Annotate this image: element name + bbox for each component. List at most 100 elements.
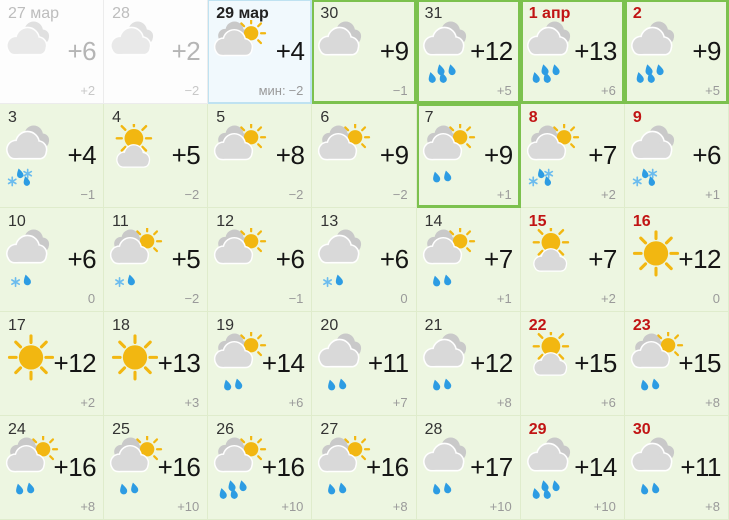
- day-max-temp: +14: [574, 452, 617, 482]
- cloudy-icon: [2, 20, 60, 84]
- day-cell-4[interactable]: 30 +9 −1: [312, 0, 417, 104]
- min-value: −2: [288, 83, 304, 98]
- day-date: 31: [424, 5, 443, 22]
- min-value: +7: [392, 395, 408, 410]
- day-date: 24: [8, 421, 26, 438]
- day-min-temp: −2: [184, 291, 199, 306]
- day-cell-32[interactable]: 27 +16 +8: [312, 416, 417, 520]
- day-date: 27 мар: [8, 5, 60, 22]
- day-max-temp: +2: [171, 36, 201, 66]
- day-max-temp: +15: [678, 348, 721, 378]
- day-cell-13[interactable]: 8 +7 +2: [520, 104, 625, 208]
- day-date: 28: [112, 5, 130, 22]
- day-max-temp: +16: [365, 452, 409, 482]
- cloudy-rain-4-icon: [627, 20, 685, 84]
- day-cell-2[interactable]: 28 +2 −2: [104, 0, 209, 104]
- day-date: 18: [112, 317, 130, 334]
- day-max-temp: +7: [588, 244, 617, 274]
- min-value: +2: [601, 187, 616, 202]
- day-cell-29[interactable]: 24 +16 +8: [0, 416, 105, 520]
- day-min-temp: +10: [594, 499, 616, 514]
- partly-cloudy-rain-2-icon: [106, 434, 164, 500]
- day-min-temp: −1: [289, 291, 304, 306]
- day-cell-10[interactable]: 5 +8 −2: [208, 104, 313, 208]
- day-cell-3[interactable]: 29 мар +4 мин: −2: [208, 0, 313, 104]
- day-cell-14[interactable]: 9 +6 +1: [624, 104, 729, 208]
- day-date: 7: [424, 109, 434, 126]
- partly-cloudy-rain-2-icon: [419, 122, 477, 188]
- day-cell-30[interactable]: 25 +16 +10: [104, 416, 209, 520]
- day-cell-26[interactable]: 21 +12 +8: [416, 312, 521, 416]
- day-cell-27[interactable]: 22 +15 +6: [520, 312, 625, 416]
- mostly-sunny-icon: [106, 120, 164, 188]
- day-cell-35[interactable]: 30 +11 +8: [624, 416, 729, 520]
- day-cell-33[interactable]: 28 +17 +10: [416, 416, 521, 520]
- day-cell-28[interactable]: 23 +15 +8: [624, 312, 729, 416]
- day-date: 11: [112, 213, 129, 230]
- sunny-icon: [627, 228, 685, 292]
- day-cell-21[interactable]: 16 +12 0: [624, 208, 729, 312]
- day-min-temp: +1: [705, 187, 720, 202]
- day-cell-15[interactable]: 10 +6 0: [0, 208, 105, 312]
- day-max-temp: +5: [171, 244, 201, 274]
- day-date: 9: [632, 109, 642, 126]
- day-cell-19[interactable]: 14 +7 +1: [416, 208, 521, 312]
- cloudy-rain-4-icon: [523, 436, 581, 500]
- day-cell-1[interactable]: 27 мар +6 +2: [0, 0, 105, 104]
- cloudy-sleet-2-icon: [2, 228, 60, 292]
- partly-cloudy-sleet-2-icon: [106, 226, 164, 292]
- day-cell-34[interactable]: 29 +14 +10: [520, 416, 625, 520]
- day-max-temp: +16: [53, 452, 97, 482]
- day-cell-11[interactable]: 6 +9 −2: [312, 104, 417, 208]
- day-min-temp: +8: [705, 499, 720, 514]
- day-min-temp: +8: [497, 395, 512, 410]
- day-cell-12[interactable]: 7 +9 +1: [416, 104, 521, 208]
- day-min-temp: +8: [705, 395, 720, 410]
- day-max-temp: +12: [678, 244, 721, 274]
- day-cell-8[interactable]: 3 +4 −1: [0, 104, 105, 208]
- day-date: 4: [112, 109, 122, 126]
- day-date: 29: [528, 421, 547, 438]
- day-cell-7[interactable]: 2 +9 +5: [624, 0, 729, 104]
- min-label: мин:: [258, 83, 286, 98]
- day-date: 29 мар: [216, 5, 269, 22]
- day-cell-5[interactable]: 31 +12 +5: [416, 0, 521, 104]
- day-min-temp: −2: [289, 187, 304, 202]
- partly-cloudy-rain-2-icon: [419, 226, 477, 292]
- sunny-icon: [2, 332, 60, 396]
- min-value: 0: [87, 291, 96, 306]
- day-min-temp: мин: −2: [259, 83, 304, 98]
- day-max-temp: +12: [470, 36, 513, 66]
- min-value: −2: [184, 83, 200, 98]
- min-value: −2: [184, 187, 200, 202]
- day-max-temp: +9: [692, 36, 721, 66]
- min-value: +2: [601, 291, 616, 306]
- day-cell-31[interactable]: 26 +16 +10: [208, 416, 313, 520]
- day-max-temp: +14: [261, 348, 305, 378]
- day-cell-18[interactable]: 13 +6 0: [312, 208, 417, 312]
- day-min-temp: +8: [80, 499, 95, 514]
- cloudy-sleet-2-icon: [314, 228, 372, 292]
- day-max-temp: +6: [67, 36, 97, 66]
- min-value: +2: [80, 83, 96, 98]
- day-date: 15: [528, 213, 547, 230]
- day-cell-6[interactable]: 1 апр +13 +6: [520, 0, 625, 104]
- day-min-temp: +7: [393, 395, 408, 410]
- day-cell-22[interactable]: 17 +12 +2: [0, 312, 105, 416]
- day-cell-24[interactable]: 19 +14 +6: [208, 312, 313, 416]
- day-min-temp: +5: [497, 83, 512, 98]
- day-min-temp: −2: [184, 83, 199, 98]
- min-value: −2: [288, 187, 304, 202]
- day-date: 19: [216, 317, 235, 334]
- day-cell-17[interactable]: 12 +6 −1: [208, 208, 313, 312]
- day-cell-25[interactable]: 20 +11 +7: [312, 312, 417, 416]
- day-cell-20[interactable]: 15 +7 +2: [520, 208, 625, 312]
- day-min-temp: +6: [289, 395, 304, 410]
- day-cell-9[interactable]: 4 +5 −2: [104, 104, 209, 208]
- day-cell-23[interactable]: 18 +13 +3: [104, 312, 209, 416]
- min-value: +10: [281, 499, 304, 514]
- day-max-temp: +13: [574, 36, 617, 66]
- day-min-temp: +2: [601, 187, 616, 202]
- day-max-temp: +6: [692, 140, 721, 170]
- day-cell-16[interactable]: 11 +5 −2: [104, 208, 209, 312]
